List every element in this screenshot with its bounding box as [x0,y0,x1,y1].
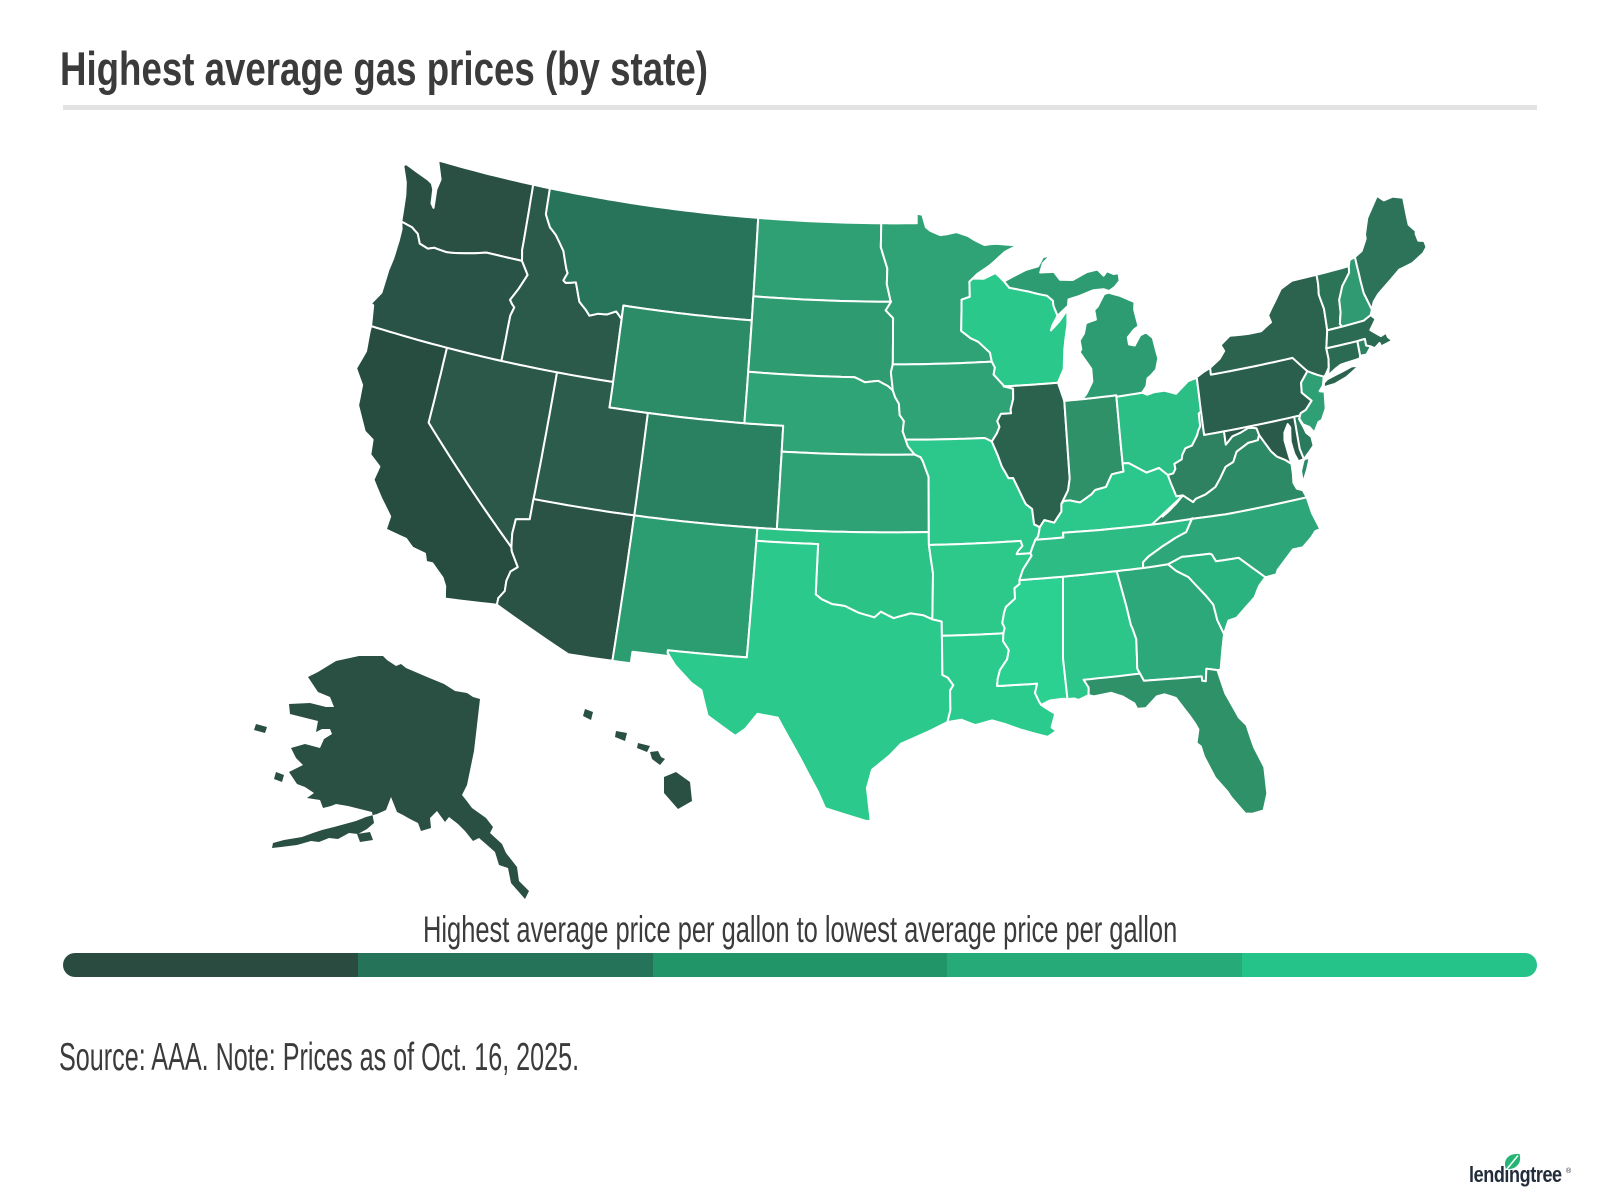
svg-text:®: ® [1566,1167,1572,1175]
svg-text:lendingtree: lendingtree [1469,1163,1562,1187]
